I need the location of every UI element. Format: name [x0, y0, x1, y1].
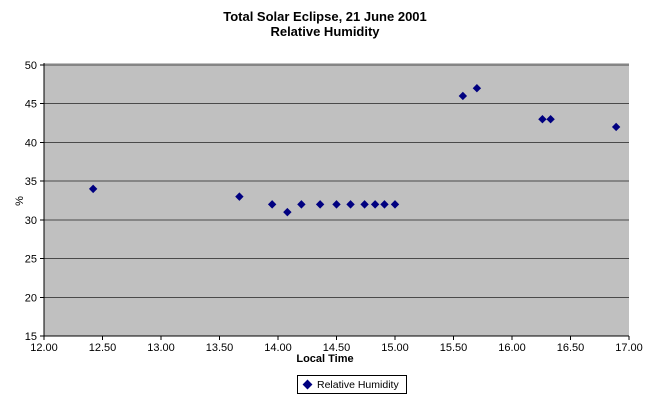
data-point: [297, 200, 306, 209]
x-tick-label: 16.50: [557, 342, 585, 354]
x-axis-title: Local Time: [296, 353, 354, 365]
data-point: [346, 200, 355, 209]
data-point: [88, 184, 98, 194]
data-point: [370, 200, 380, 209]
x-tick-label: 12.50: [89, 342, 117, 354]
y-tick-label: 50: [25, 60, 37, 72]
y-axis-title: %: [14, 196, 26, 206]
y-tick-label: 45: [25, 99, 37, 111]
y-tick-label: 15: [25, 331, 37, 343]
plot-area-background: [44, 63, 629, 336]
x-tick-label: 12.00: [30, 342, 58, 354]
data-point: [235, 192, 244, 201]
x-tick-label: 15.00: [381, 342, 409, 354]
data-point: [538, 115, 547, 124]
x-tick-label: 16.00: [498, 342, 526, 354]
data-point: [472, 84, 482, 93]
x-tick-label: 15.50: [440, 342, 468, 354]
y-tick-label: 40: [25, 137, 37, 149]
chart-subtitle: Relative Humidity: [270, 24, 380, 39]
data-point: [611, 122, 621, 132]
chart-title-block: Total Solar Eclipse, 21 June 2001 Relati…: [0, 9, 650, 39]
y-tick-label: 30: [25, 215, 37, 227]
x-tick-label: 17.00: [615, 342, 643, 354]
x-tick-label: 13.50: [206, 342, 234, 354]
data-point: [315, 200, 325, 209]
x-tick-label: 14.50: [323, 342, 351, 354]
y-tick-label: 35: [25, 176, 37, 188]
data-point: [458, 91, 468, 101]
legend-diamond-marker-icon: [302, 379, 313, 390]
y-tick-label: 25: [25, 254, 37, 266]
chart-title: Total Solar Eclipse, 21 June 2001: [223, 9, 427, 24]
legend-label: Relative Humidity: [317, 378, 399, 391]
y-tick-label: 20: [25, 292, 37, 304]
data-point: [546, 115, 555, 124]
data-point: [267, 200, 277, 209]
data-point: [380, 200, 389, 209]
data-point: [283, 207, 292, 217]
data-point: [332, 200, 341, 209]
x-tick-label: 14.00: [264, 342, 292, 354]
legend: Relative Humidity: [297, 375, 407, 394]
data-point: [390, 200, 400, 209]
data-point: [360, 200, 369, 209]
x-tick-label: 13.00: [147, 342, 175, 354]
